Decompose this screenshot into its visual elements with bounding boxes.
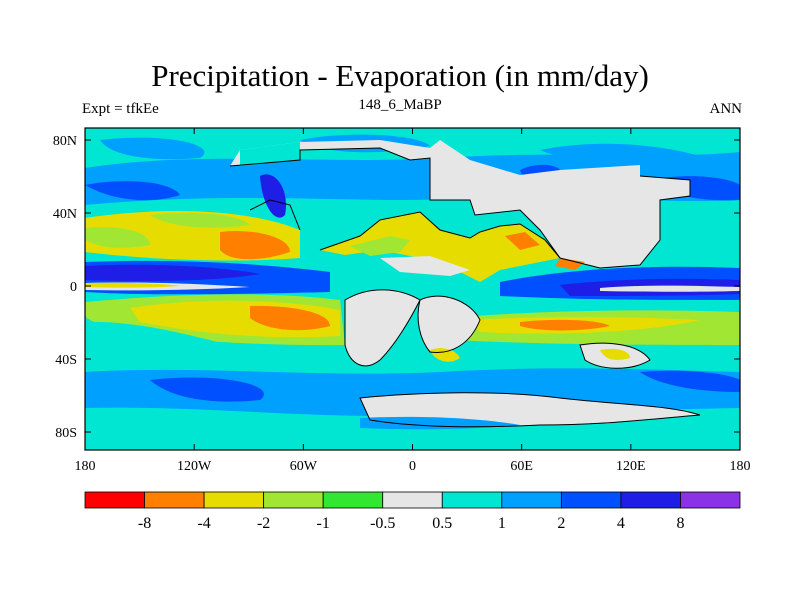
latitude-ticks: 80N 40N 0 40S 80S	[53, 134, 740, 441]
colorbar-swatch	[84, 491, 145, 509]
colorbar: -8 -4 -2 -1 -0.5 0.5 1 2 4 8	[84, 491, 741, 532]
colorbar-label: -1	[317, 515, 330, 532]
colorbar-label: -2	[257, 515, 270, 532]
colorbar-swatch	[322, 491, 384, 509]
colorbar-swatch	[680, 491, 741, 509]
lon-tick-label: 180	[730, 459, 751, 474]
colorbar-swatch	[144, 491, 205, 509]
plot-title: Precipitation - Evaporation (in mm/day)	[151, 58, 649, 93]
longitude-ticks: 180 120W 60W 0 60E 120E 180	[75, 128, 751, 474]
lon-tick-label: 0	[409, 459, 416, 474]
colorbar-label: 0.5	[432, 515, 452, 532]
lat-tick-label: 40S	[55, 353, 77, 368]
lon-tick-label: 180	[75, 459, 96, 474]
colorbar-swatch	[620, 491, 681, 509]
colorbar-label: 8	[676, 515, 684, 532]
experiment-label: Expt = tfkEe	[82, 101, 159, 117]
lon-tick-label: 120E	[616, 459, 646, 474]
lon-tick-label: 120W	[177, 459, 212, 474]
colorbar-label: -0.5	[370, 515, 395, 532]
lat-tick-label: 40N	[53, 207, 77, 222]
colorbar-swatch	[263, 491, 324, 509]
colorbar-label: 1	[498, 515, 506, 532]
lon-tick-label: 60W	[290, 459, 318, 474]
period-label: 148_6_MaBP	[358, 97, 442, 113]
lat-tick-label: 80N	[53, 134, 77, 149]
lat-tick-label: 0	[70, 280, 77, 295]
colorbar-swatch	[382, 491, 443, 509]
colorbar-swatch	[560, 491, 622, 509]
colorbar-label: -4	[197, 515, 210, 532]
colorbar-swatch	[203, 491, 265, 509]
colorbar-label: 2	[557, 515, 565, 532]
coastlines	[229, 147, 701, 428]
lon-tick-label: 60E	[510, 459, 533, 474]
colorbar-label: -8	[138, 515, 151, 532]
season-label: ANN	[709, 101, 743, 117]
lat-tick-label: 80S	[55, 426, 77, 441]
colorbar-swatch	[501, 491, 562, 509]
precip-evap-field	[85, 128, 740, 450]
colorbar-swatch	[441, 491, 503, 509]
colorbar-label: 4	[617, 515, 625, 532]
